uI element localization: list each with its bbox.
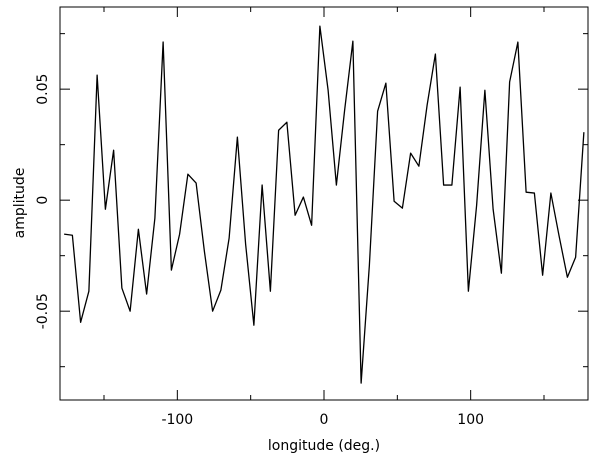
y-tick-label: -0.05: [35, 293, 51, 329]
x-tick-label: 100: [457, 412, 484, 428]
x-axis-label: longitude (deg.): [268, 438, 380, 454]
y-tick-label: 0.05: [35, 74, 51, 105]
x-tick-label: -100: [161, 412, 193, 428]
y-tick-label: 0: [35, 196, 51, 205]
data-line: [64, 25, 585, 384]
y-axis-label: amplitude: [12, 168, 28, 239]
x-tick-label: 0: [320, 412, 329, 428]
plot-frame: [59, 6, 589, 401]
